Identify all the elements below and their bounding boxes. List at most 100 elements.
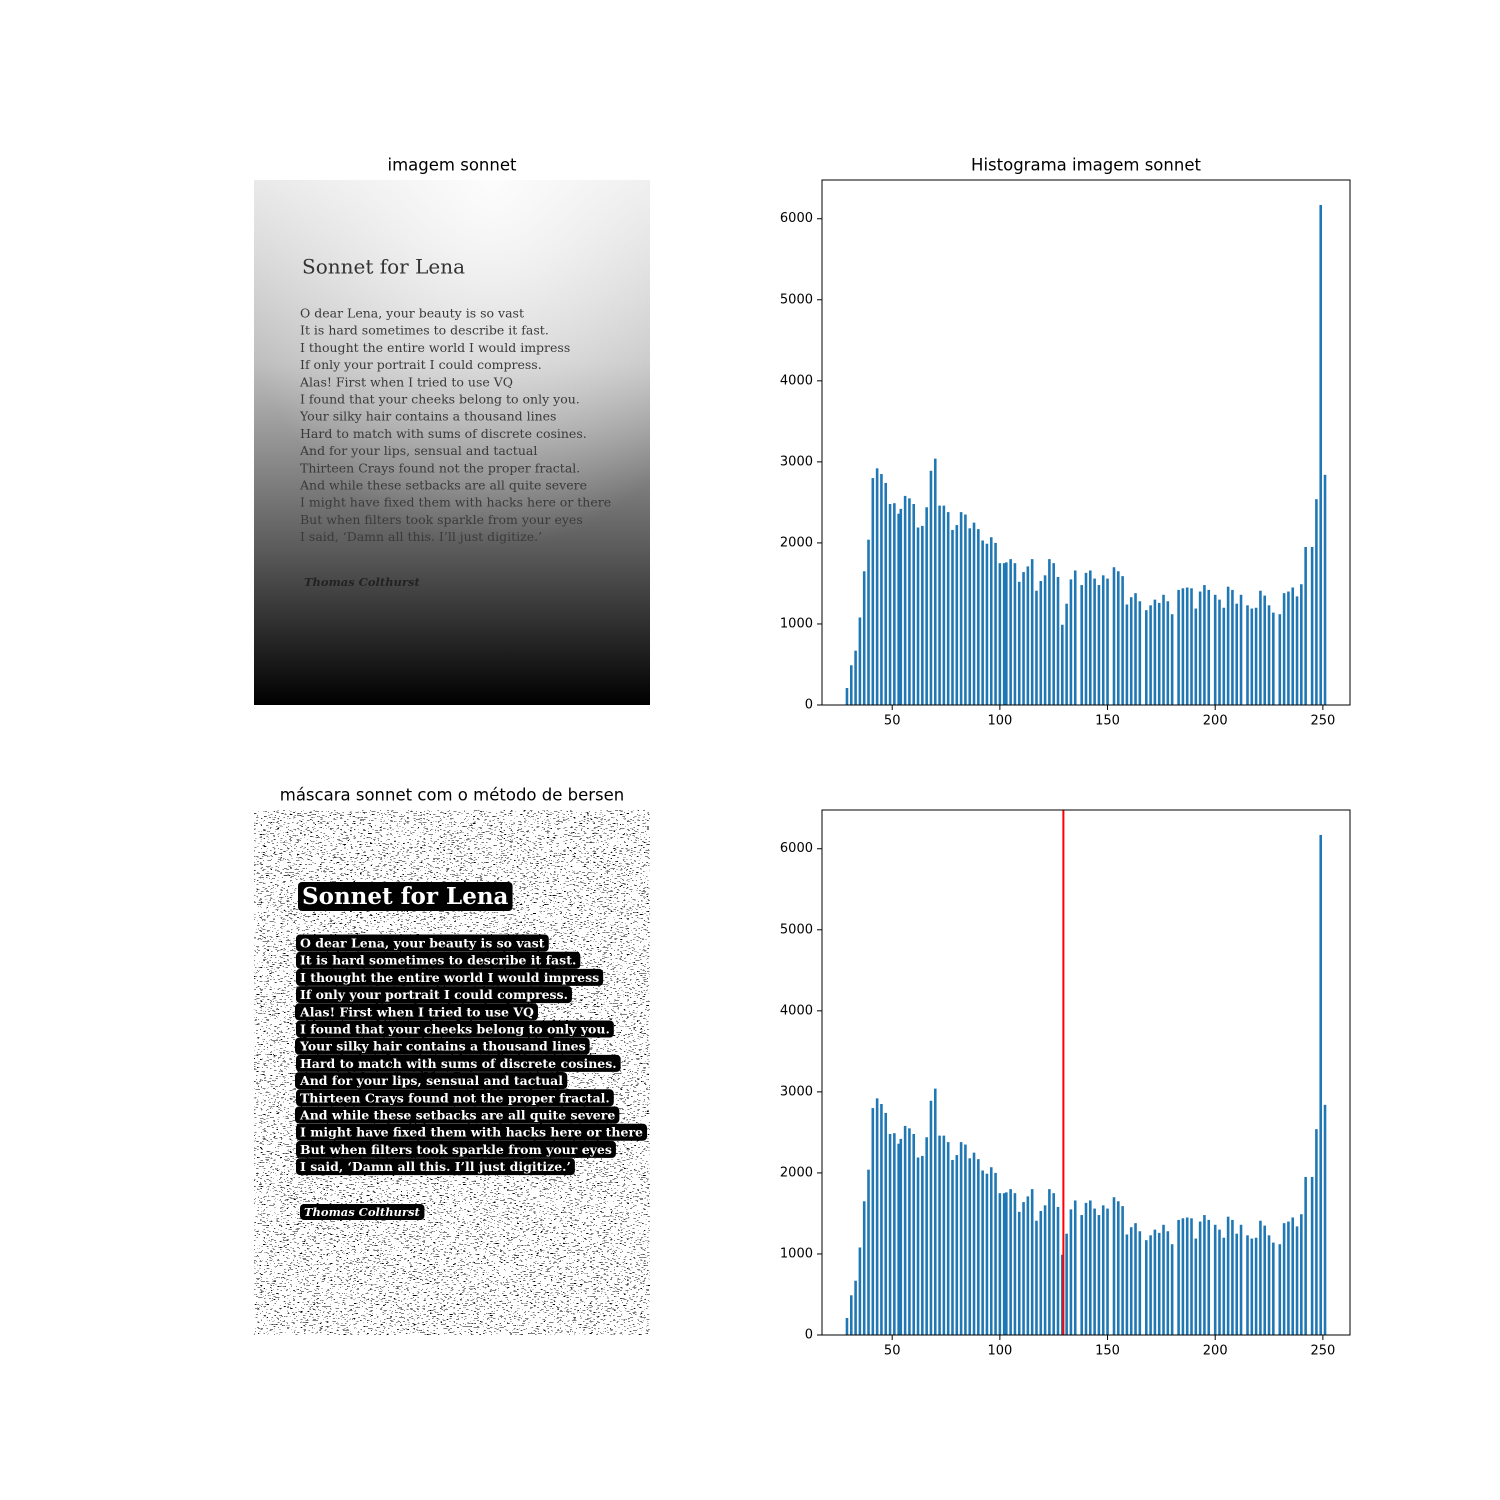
bar bbox=[1259, 1220, 1262, 1335]
bar bbox=[871, 478, 875, 705]
bar bbox=[1129, 597, 1133, 705]
bar bbox=[1080, 1215, 1083, 1335]
bar bbox=[1319, 204, 1323, 705]
bar bbox=[1009, 1189, 1012, 1335]
poem-line: And for your lips, sensual and tactual bbox=[299, 443, 537, 458]
poem-line: And for your lips, sensual and tactual bbox=[299, 1073, 563, 1088]
bar bbox=[946, 512, 950, 705]
bar bbox=[1039, 581, 1043, 705]
bar bbox=[845, 687, 849, 705]
axes-frame bbox=[821, 179, 1351, 706]
bar bbox=[985, 1173, 989, 1335]
bar bbox=[1112, 1197, 1116, 1335]
poem-line: Your silky hair contains a thousand line… bbox=[299, 409, 556, 424]
text-background bbox=[295, 1003, 538, 1021]
poem-author: Thomas Colthurst bbox=[304, 1205, 420, 1219]
bar bbox=[1056, 1206, 1060, 1335]
bar bbox=[1117, 571, 1120, 705]
bar bbox=[1101, 575, 1105, 705]
bar bbox=[875, 468, 879, 705]
bar bbox=[994, 1172, 997, 1335]
bar bbox=[1149, 1235, 1152, 1335]
bar bbox=[1319, 834, 1323, 1335]
bar bbox=[972, 522, 976, 705]
bar bbox=[1035, 590, 1038, 705]
bar bbox=[1035, 1220, 1038, 1335]
bar bbox=[1017, 581, 1021, 705]
bar bbox=[938, 505, 941, 705]
bar bbox=[1315, 499, 1318, 705]
bar bbox=[989, 1167, 993, 1335]
bar bbox=[1310, 546, 1314, 705]
bar bbox=[929, 1100, 933, 1335]
bar bbox=[1149, 605, 1152, 705]
bar bbox=[884, 482, 888, 705]
bar bbox=[1089, 570, 1092, 705]
bar bbox=[1203, 1215, 1206, 1335]
bar bbox=[1002, 563, 1006, 705]
y-tick-label: 4000 bbox=[780, 1003, 813, 1018]
bar bbox=[1022, 572, 1025, 705]
bar bbox=[908, 498, 911, 705]
poem-line: It is hard sometimes to describe it fast… bbox=[300, 323, 549, 338]
poem-line: O dear Lena, your beauty is so vast bbox=[300, 936, 545, 951]
bar bbox=[867, 539, 870, 705]
bar bbox=[985, 543, 989, 705]
bar bbox=[964, 514, 967, 705]
image-text: Sonnet for Lena O dear Lena, your beauty … bbox=[299, 255, 611, 590]
bar bbox=[897, 513, 900, 705]
bar bbox=[1315, 1129, 1318, 1335]
text-background bbox=[296, 1140, 616, 1158]
y-tick-label: 1000 bbox=[780, 616, 813, 631]
y-tick-label: 5000 bbox=[780, 292, 813, 307]
text-background bbox=[296, 934, 549, 952]
y-tick-label: 0 bbox=[805, 698, 813, 713]
bar bbox=[1207, 589, 1211, 705]
bar bbox=[1134, 1223, 1137, 1335]
bar bbox=[1017, 1211, 1021, 1335]
text-background bbox=[296, 951, 581, 969]
bar bbox=[858, 1247, 862, 1335]
bar bbox=[1069, 1209, 1073, 1335]
bar bbox=[1272, 1242, 1275, 1335]
bar bbox=[871, 1108, 875, 1335]
bar bbox=[1213, 594, 1217, 705]
bar bbox=[1287, 1221, 1290, 1335]
poem-line: It is hard sometimes to describe it fast… bbox=[300, 953, 576, 968]
bar bbox=[1300, 1214, 1303, 1335]
bar bbox=[1093, 578, 1096, 705]
text-background bbox=[296, 1123, 648, 1141]
bar bbox=[1170, 614, 1174, 705]
poem-line: Alas! First when I tried to use VQ bbox=[299, 1004, 534, 1019]
text-background bbox=[296, 1158, 575, 1176]
bar bbox=[959, 512, 963, 705]
bar bbox=[1203, 585, 1206, 705]
bar bbox=[1198, 1221, 1202, 1335]
bar bbox=[977, 1159, 980, 1335]
bar bbox=[1162, 594, 1165, 705]
bar bbox=[893, 1133, 896, 1335]
poem-line: Thirteen Crays found not the proper frac… bbox=[300, 1090, 610, 1105]
bar bbox=[1263, 595, 1267, 705]
bar bbox=[1177, 1219, 1180, 1335]
bar bbox=[951, 1159, 954, 1335]
bar bbox=[1198, 591, 1202, 705]
bar bbox=[1282, 593, 1286, 705]
x-tick-label: 200 bbox=[1203, 714, 1228, 729]
text-background bbox=[296, 968, 604, 986]
text-background bbox=[298, 882, 513, 911]
bar bbox=[1026, 1196, 1030, 1335]
bar bbox=[968, 1158, 972, 1335]
bar bbox=[1254, 607, 1258, 705]
bar bbox=[1235, 603, 1239, 705]
axes-title: máscara sonnet com o método de bersen bbox=[280, 786, 625, 805]
x-tick-label: 250 bbox=[1310, 714, 1335, 729]
bar bbox=[1254, 1237, 1258, 1335]
bar bbox=[1080, 585, 1083, 705]
bar bbox=[1310, 1176, 1314, 1335]
bar bbox=[1002, 1193, 1006, 1335]
bar bbox=[1013, 1193, 1017, 1335]
bar bbox=[1250, 608, 1254, 705]
bar bbox=[1246, 605, 1249, 705]
